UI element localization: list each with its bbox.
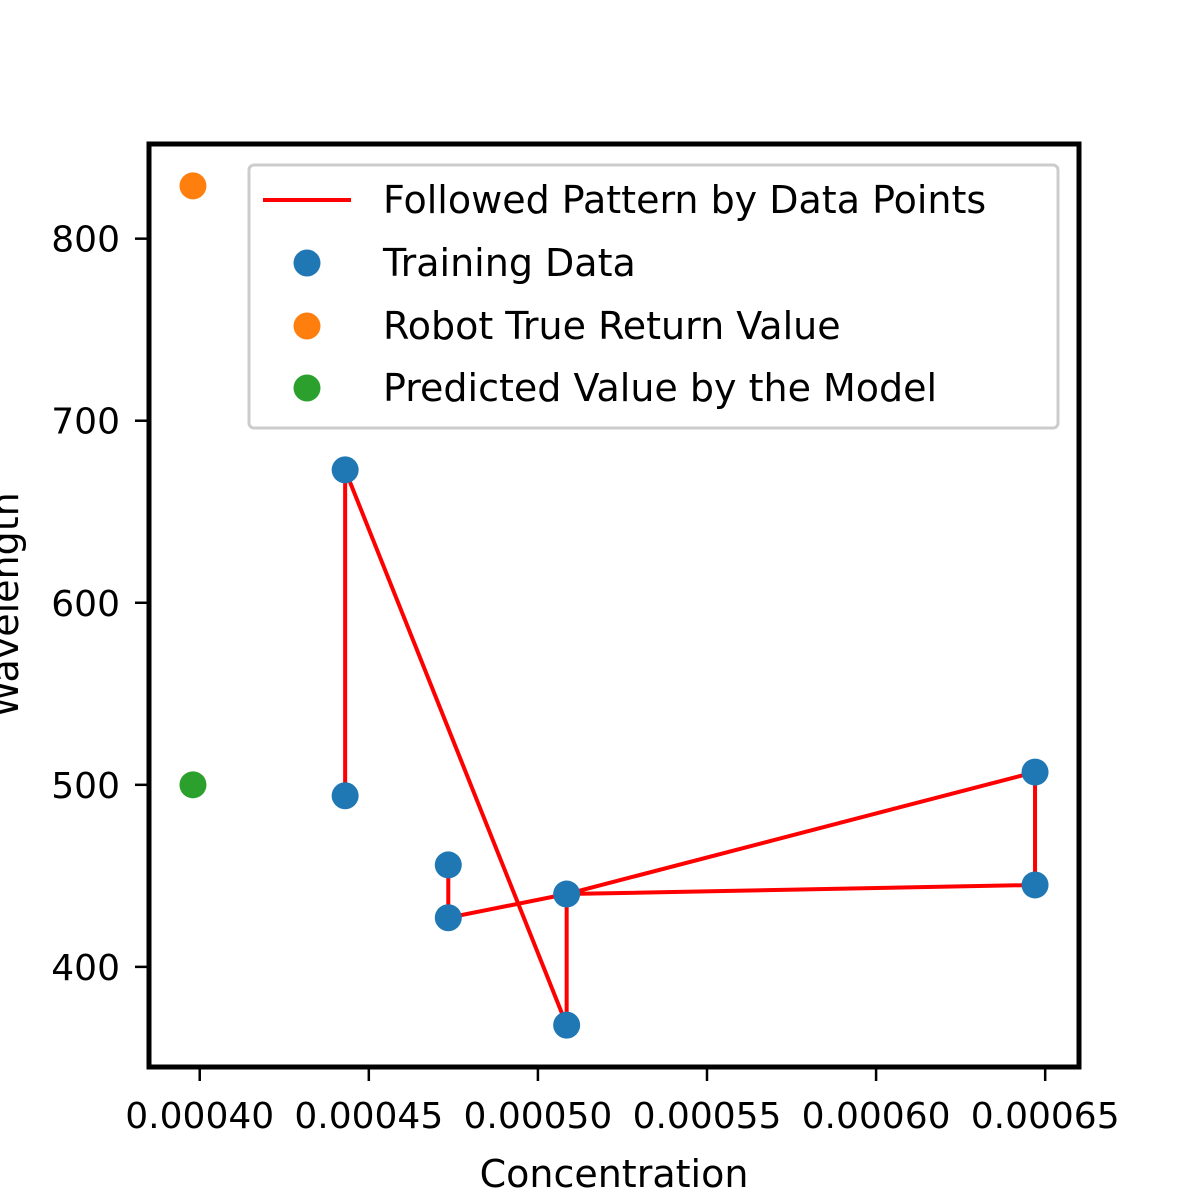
training-data-point	[1021, 758, 1049, 786]
legend-marker-swatch	[293, 249, 321, 277]
legend-label: Robot True Return Value	[383, 304, 841, 348]
y-tick-label: 500	[51, 766, 120, 807]
x-tick-label: 0.00050	[463, 1096, 612, 1137]
x-tick-label: 0.00060	[802, 1096, 951, 1137]
axes-frame	[146, 141, 1082, 1070]
y-axis-label: Wavelength	[0, 492, 27, 717]
x-tick-label: 0.00065	[971, 1096, 1120, 1137]
y-axis: 400 500 600 700 800	[51, 220, 147, 989]
x-axis-label: Concentration	[480, 1152, 749, 1196]
y-tick-label: 700	[51, 402, 120, 443]
plot-area	[179, 172, 1049, 1039]
legend-marker-swatch	[293, 374, 321, 402]
x-tick-label: 0.00055	[633, 1096, 782, 1137]
training-data-point	[331, 456, 359, 484]
training-data-point	[553, 880, 581, 908]
x-axis: 0.00040 0.00045 0.00050 0.00055 0.00060 0.000…	[125, 1069, 1120, 1137]
legend-label: Predicted Value by the Model	[383, 366, 937, 410]
x-tick-label: 0.00045	[294, 1096, 443, 1137]
training-data-point	[1021, 871, 1049, 899]
robot-true-return-value-point	[179, 172, 207, 200]
predicted-value-by-the-model-point	[179, 771, 207, 799]
legend-label: Followed Pattern by Data Points	[383, 178, 986, 222]
y-tick-label: 800	[51, 220, 120, 261]
x-tick-label: 0.00040	[125, 1096, 274, 1137]
training-data-point	[434, 904, 462, 932]
y-tick-label: 400	[51, 948, 120, 989]
legend: Followed Pattern by Data Points Training …	[247, 163, 1060, 430]
training-data-point	[434, 851, 462, 879]
y-tick-label: 600	[51, 584, 120, 625]
legend-box	[247, 163, 1060, 430]
legend-marker-swatch	[293, 312, 321, 340]
training-data-point	[331, 782, 359, 810]
legend-label: Training Data	[382, 241, 636, 285]
training-data-point	[553, 1011, 581, 1039]
